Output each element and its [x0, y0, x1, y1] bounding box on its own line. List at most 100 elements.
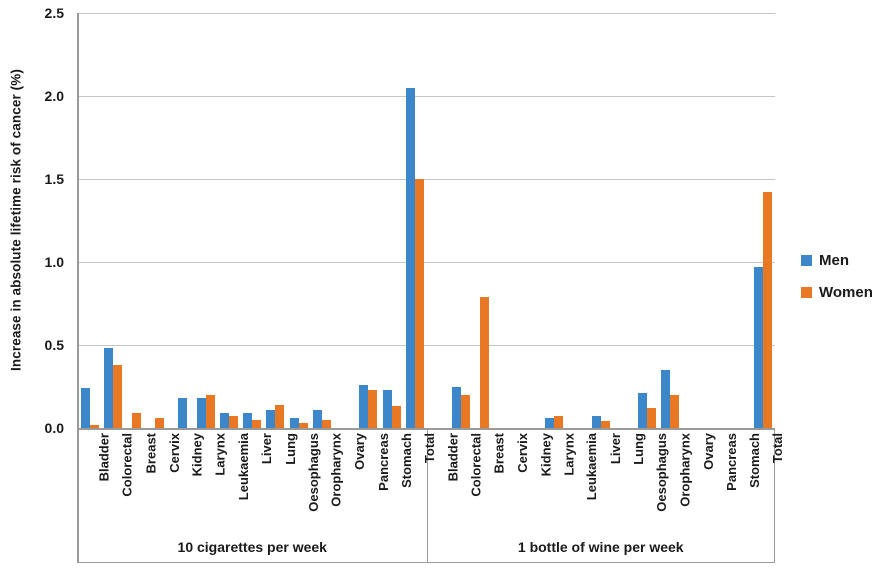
y-tick-label: 2.0 — [44, 88, 64, 104]
bar-women-colorectal — [112, 364, 122, 428]
bar-pair — [591, 13, 610, 428]
bar-men-liver — [591, 416, 601, 428]
legend-swatch-icon — [801, 255, 812, 266]
bar-women-liver — [600, 421, 610, 428]
bar-women-colorectal — [461, 394, 471, 428]
bar-men-total — [754, 266, 764, 428]
bar-men-larynx — [545, 418, 555, 428]
bar-women-breast — [480, 296, 490, 428]
category-slot — [101, 13, 124, 428]
bar-pair — [405, 13, 424, 428]
plot-area — [78, 13, 775, 428]
bar-pair — [266, 13, 285, 428]
y-tick-label: 1.0 — [44, 254, 64, 270]
bar-pair — [545, 13, 564, 428]
x-axis-line — [78, 428, 775, 430]
bar-men-oesophagus — [289, 418, 299, 428]
category-label: Cervix — [148, 431, 181, 531]
gridline — [78, 262, 775, 263]
category-label: Kidney — [171, 431, 205, 531]
bar-pair — [131, 13, 141, 428]
bar-men-oropharynx — [312, 409, 322, 428]
bar-women-larynx — [554, 416, 564, 428]
category-label: Larynx — [194, 431, 228, 531]
bar-pair — [154, 13, 164, 428]
category-label-text: Total — [770, 433, 786, 464]
bar-women-total — [763, 192, 773, 428]
bar-pair — [80, 13, 99, 428]
bar-men-leukaemia — [220, 413, 230, 428]
category-label: Leukaemia — [566, 431, 600, 531]
legend-label: Women — [819, 284, 873, 301]
category-slot — [427, 13, 450, 428]
bar-pair — [243, 13, 262, 428]
bar-women-oesophagus — [647, 408, 657, 428]
category-slot — [729, 13, 752, 428]
category-slot — [752, 13, 775, 428]
category-label: Ovary — [334, 431, 367, 531]
bar-pair — [289, 13, 308, 428]
category-slot — [171, 13, 194, 428]
bar-pair — [382, 13, 401, 428]
legend-label: Men — [819, 252, 849, 269]
y-axis-line — [77, 13, 79, 563]
bar-pair — [312, 13, 331, 428]
bar-men-colorectal — [452, 386, 462, 428]
bar-men-larynx — [196, 398, 206, 428]
gridline — [78, 96, 775, 97]
category-label: Lung — [612, 431, 646, 531]
bar-pair — [638, 13, 657, 428]
category-label: Bladder — [78, 431, 112, 531]
category-label: Stomach — [729, 431, 762, 531]
category-slot — [682, 13, 705, 428]
group-label: 10 cigarettes per week — [177, 539, 327, 555]
bar-pair — [103, 13, 122, 428]
bar-pair — [480, 13, 490, 428]
category-axis-bottom-line — [78, 562, 775, 563]
group-divider-line — [427, 428, 428, 563]
category-label: Leukaemia — [217, 431, 251, 531]
bar-men-stomach — [382, 389, 392, 428]
bar-women-stomach — [391, 406, 401, 428]
bar-men-pancreas — [359, 384, 369, 428]
bar-women-lung — [275, 404, 285, 428]
category-slot — [310, 13, 333, 428]
bar-pair — [196, 13, 215, 428]
bar-women-leukaemia — [229, 416, 239, 428]
legend: Men Women — [801, 252, 873, 301]
y-tick-label: 0.5 — [44, 337, 64, 353]
legend-item-men: Men — [801, 252, 873, 269]
legend-swatch-icon — [801, 287, 812, 298]
bar-men-lung — [266, 409, 276, 428]
category-slot — [241, 13, 264, 428]
category-label: Ovary — [682, 431, 716, 531]
category-slot — [519, 13, 542, 428]
category-label: Pancreas — [705, 431, 739, 531]
bar-men-kidney — [178, 398, 188, 428]
category-slot — [124, 13, 147, 428]
bar-men-oesophagus — [638, 393, 648, 428]
bar-women-bladder — [89, 424, 99, 428]
category-label: Breast — [473, 431, 507, 531]
bar-men-oropharynx — [661, 369, 671, 428]
right-border-line — [774, 428, 775, 563]
category-label: Oropharynx — [310, 431, 344, 531]
category-label: Colorectal — [101, 431, 135, 531]
legend-item-women: Women — [801, 284, 873, 301]
category-slot — [334, 13, 357, 428]
gridline — [78, 345, 775, 346]
bar-women-breast — [131, 413, 141, 428]
category-label: Bladder — [427, 431, 460, 531]
category-slot — [217, 13, 240, 428]
y-axis-tick-labels: 0.0 0.5 1.0 1.5 2.0 2.5 — [18, 5, 64, 436]
category-slot — [589, 13, 612, 428]
category-label: Oesophagus — [636, 431, 669, 531]
category-slot — [566, 13, 589, 428]
bar-women-liver — [252, 419, 262, 428]
category-slot — [380, 13, 403, 428]
label-group: Bladder Colorectal Breast Cervix Kidney Laryn… — [78, 431, 437, 531]
category-label: Larynx — [543, 431, 576, 531]
category-label: Oesophagus — [287, 431, 321, 531]
category-slot — [636, 13, 659, 428]
category-label: Total — [752, 431, 785, 531]
